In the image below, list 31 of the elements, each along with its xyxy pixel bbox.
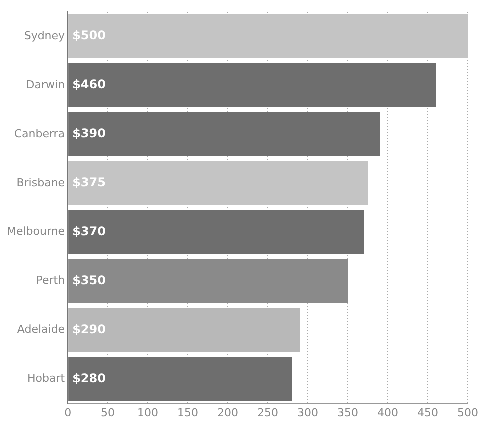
y-tick-label: Adelaide (17, 323, 66, 336)
y-tick-label: Brisbane (16, 176, 66, 190)
x-tick-label: 400 (378, 406, 399, 420)
data-label: $375 (72, 176, 106, 190)
x-tick-label: 150 (178, 406, 199, 420)
data-label: $390 (72, 126, 106, 141)
y-tick-label: Melbourne (6, 225, 66, 238)
x-tick-label: 350 (338, 406, 359, 420)
y-tick-label: Darwin (26, 78, 66, 92)
x-tick-label: 50 (101, 406, 116, 420)
data-label: $290 (72, 322, 106, 336)
x-tick-label: 500 (458, 406, 478, 420)
data-label: $500 (72, 28, 106, 43)
bar (68, 308, 300, 352)
x-tick-label: 200 (218, 406, 239, 420)
y-tick-label: Hobart (28, 372, 66, 386)
x-tick-label: 250 (258, 406, 279, 420)
data-label: $370 (72, 224, 106, 239)
y-tick-label: Canberra (14, 127, 66, 140)
data-label: $460 (72, 78, 106, 92)
data-label: $280 (72, 371, 106, 386)
bar (68, 14, 468, 59)
x-tick-label: 450 (418, 406, 439, 420)
x-tick-label: 300 (298, 406, 319, 420)
y-tick-label: Sydney (24, 29, 66, 42)
bar (68, 161, 368, 206)
data-label: $350 (72, 273, 106, 288)
bar (68, 259, 348, 304)
x-tick-label: 0 (64, 406, 72, 420)
x-tick-label: 100 (138, 406, 159, 420)
y-tick-label: Perth (36, 274, 66, 288)
